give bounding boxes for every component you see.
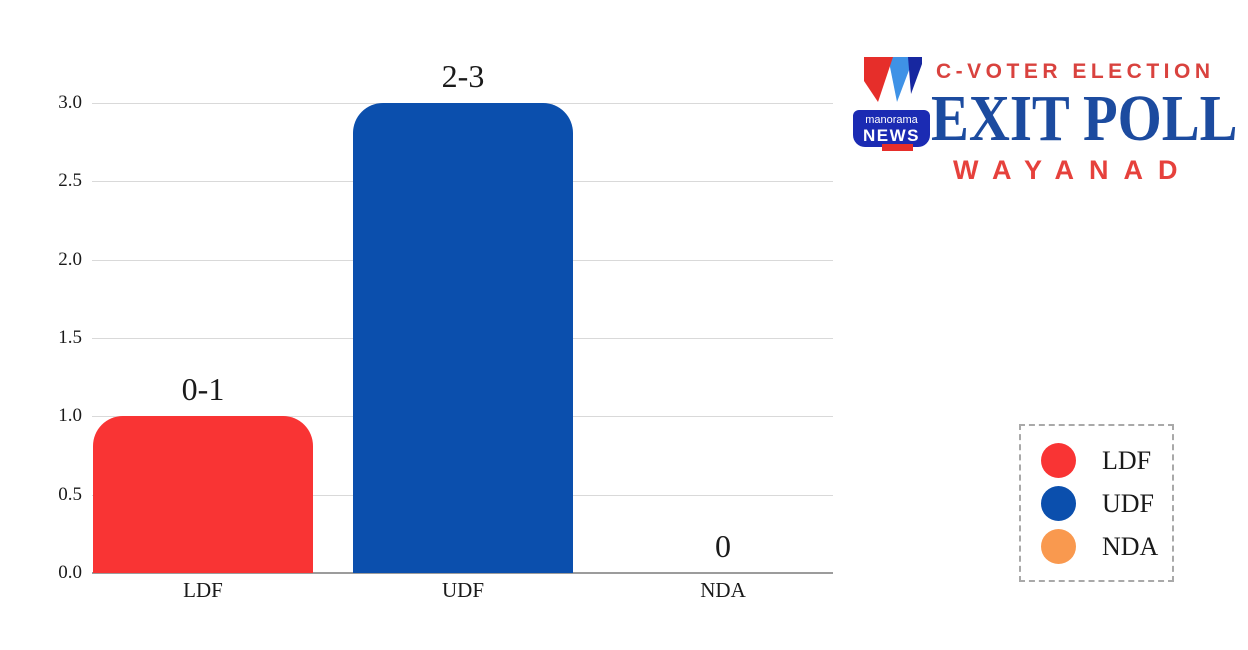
x-tick-label-udf: UDF (441, 578, 484, 602)
manorama-news-logo: manorama NEWS (853, 110, 930, 147)
legend-item: UDF (1041, 485, 1172, 521)
x-tick-label-nda: NDA (700, 578, 746, 602)
legend-color-dot (1041, 485, 1076, 521)
legend-item: NDA (1041, 528, 1172, 564)
value-label-ldf: 0-1 (181, 371, 225, 408)
logo-text-news: NEWS (863, 126, 920, 145)
logo-text-manorama: manorama (865, 114, 918, 126)
brand-line-cvoter: C-VOTER ELECTION (936, 60, 1215, 83)
y-tick-label: 0.0 (58, 562, 82, 583)
legend-item-label: UDF (1102, 488, 1155, 518)
logo-red-bar (882, 144, 913, 151)
legend-color-dot (1041, 442, 1076, 478)
brand-line-exit-poll: EXIT POLL (931, 82, 1238, 155)
manorama-m-icon (864, 57, 922, 102)
brand-region-wayanad: WAYANAD (953, 155, 1193, 185)
y-tick-label: 3.0 (58, 92, 82, 113)
y-tick-label: 2.0 (58, 248, 82, 270)
y-tick-label: 0.5 (58, 483, 82, 505)
y-tick-label: 1.5 (58, 327, 82, 348)
legend-item-label: LDF (1102, 445, 1152, 475)
legend: LDF UDF NDA (1019, 424, 1174, 582)
brand-header: manorama NEWS C-VOTER ELECTION EXIT POLL… (848, 50, 1238, 200)
y-tick-label: 2.5 (58, 170, 82, 192)
x-axis-line (92, 572, 833, 574)
y-tick-label: 1.0 (58, 405, 82, 427)
x-tick-label-ldf: LDF (183, 578, 223, 602)
legend-item-label: NDA (1102, 531, 1159, 561)
legend-color-dot (1041, 528, 1076, 564)
bar-ldf (93, 416, 313, 573)
legend-item: LDF (1041, 442, 1172, 478)
bar-udf (353, 103, 573, 573)
value-label-nda: 0 (715, 528, 731, 564)
value-label-udf: 2-3 (441, 58, 485, 94)
